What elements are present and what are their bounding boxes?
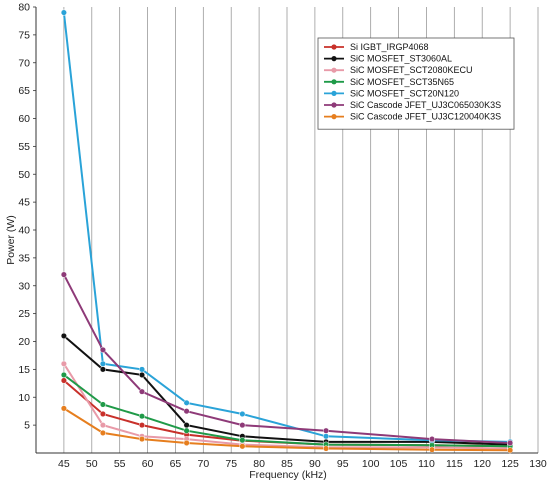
x-tick-label: 125	[501, 458, 519, 470]
x-tick-label: 70	[197, 458, 209, 470]
data-point	[99, 346, 106, 353]
data-point	[99, 422, 106, 429]
y-tick-label: 35	[18, 252, 30, 264]
data-point	[138, 413, 146, 420]
legend-label: SiC MOSFET_SCT35N65	[350, 77, 454, 87]
data-point	[60, 371, 67, 379]
data-point	[322, 445, 330, 452]
data-point	[60, 405, 67, 412]
x-tick-label: 75	[225, 458, 237, 470]
data-point	[183, 399, 190, 406]
x-tick-label: 130	[529, 458, 547, 470]
legend-swatch-marker	[331, 79, 337, 85]
series-lines	[60, 9, 514, 454]
x-tick-label: 95	[337, 458, 349, 470]
x-tick-label: 115	[446, 458, 463, 470]
y-tick-label: 40	[18, 225, 30, 237]
x-tick-label: 110	[418, 458, 435, 470]
legend-label: SiC MOSFET_ST3060AL	[350, 54, 452, 64]
y-tick-label: 75	[18, 29, 30, 41]
data-point	[99, 410, 106, 418]
data-point	[428, 436, 436, 443]
legend-swatch-marker	[331, 90, 337, 96]
data-point	[183, 439, 190, 447]
series-line	[62, 12, 511, 443]
series-line	[63, 363, 511, 450]
x-tick-label: 105	[390, 458, 408, 470]
data-point	[99, 366, 106, 373]
x-tick-label: 100	[362, 458, 380, 470]
y-tick-label: 25	[18, 308, 30, 320]
tick-labels: 45 50 55 60 65 70 75 80 85 90 95 100 105 110 115 120 125…	[18, 2, 547, 471]
x-tick-label: 120	[473, 458, 491, 470]
y-tick-label: 80	[18, 2, 30, 14]
data-point	[138, 371, 146, 379]
legend-label: Si IGBT_IRGP4068	[350, 42, 429, 52]
legend-label: SiC MOSFET_SCT2080KECU	[350, 65, 473, 75]
y-axis-title: Power (W)	[5, 215, 17, 265]
legend-swatch-marker	[331, 114, 337, 120]
x-axis-title: Frequency (kHz)	[249, 469, 327, 481]
data-point	[138, 422, 146, 429]
x-tick-label: 90	[309, 458, 321, 470]
data-point	[99, 429, 106, 436]
y-tick-label: 55	[18, 141, 30, 153]
legend-swatch-marker	[331, 67, 337, 73]
legend-label: SiC MOSFET_SCT20N120	[350, 88, 459, 98]
legend-swatch-marker	[331, 44, 337, 50]
y-tick-label: 50	[18, 169, 30, 181]
data-point	[507, 447, 514, 454]
data-point	[99, 360, 106, 367]
data-point	[322, 427, 330, 434]
x-tick-label: 65	[170, 458, 182, 470]
legend-swatch-marker	[331, 102, 337, 108]
y-tick-label: 65	[18, 85, 30, 97]
y-tick-label: 45	[18, 197, 30, 209]
data-point	[99, 401, 106, 408]
x-tick-label: 55	[114, 458, 126, 470]
legend-box	[317, 37, 515, 130]
series-6	[60, 405, 514, 454]
data-point	[183, 427, 190, 434]
data-point	[138, 366, 146, 373]
y-tick-label: 70	[18, 57, 30, 69]
series-line	[63, 407, 511, 452]
y-tick-label: 20	[18, 336, 30, 348]
y-tick-label: 30	[18, 280, 30, 292]
y-tick-label: 10	[18, 392, 30, 404]
x-tick-label: 85	[281, 458, 293, 470]
data-point	[183, 408, 190, 415]
y-tick-label: 60	[18, 113, 30, 125]
x-tick-label: 50	[86, 458, 98, 470]
data-point	[428, 446, 436, 453]
data-point	[239, 443, 246, 450]
y-tick-label: 5	[24, 420, 30, 432]
x-tick-label: 45	[58, 458, 70, 470]
data-point	[60, 332, 67, 339]
data-point	[60, 271, 67, 278]
data-point	[60, 9, 67, 16]
series-5	[60, 271, 514, 447]
data-point	[239, 437, 246, 444]
data-point	[183, 422, 190, 429]
data-point	[60, 377, 67, 384]
legend-label: SiC Cascode JFET_UJ3C120040K3S	[350, 112, 501, 122]
data-point	[60, 360, 67, 367]
series-line	[63, 335, 511, 446]
data-point	[138, 388, 146, 395]
legend-swatch-marker	[331, 56, 337, 62]
data-point	[239, 422, 246, 429]
y-tick-label: 15	[18, 364, 30, 376]
x-tick-label: 60	[142, 458, 154, 470]
x-tick-label: 80	[253, 458, 265, 470]
series-line	[63, 374, 511, 448]
series-line	[63, 274, 511, 444]
data-point	[239, 410, 246, 418]
data-point	[138, 436, 146, 443]
data-point	[507, 439, 514, 447]
data-point	[322, 433, 330, 440]
legend-label: SiC Cascode JFET_UJ3C065030K3S	[350, 100, 501, 110]
